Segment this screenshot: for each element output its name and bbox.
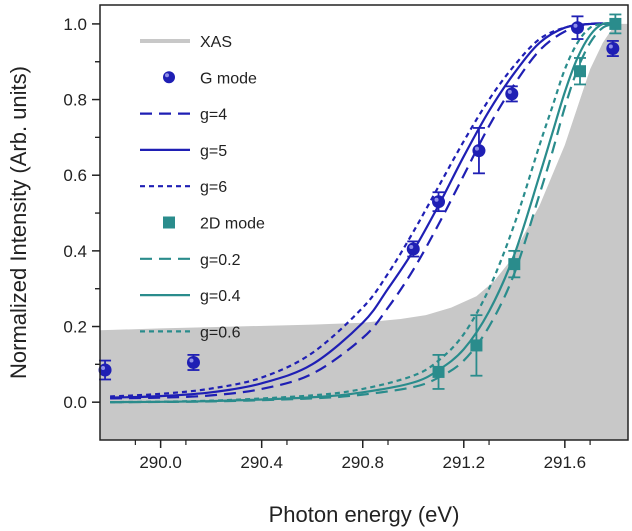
x-tick-label: 291.6 <box>544 453 587 472</box>
legend-item: g=4 <box>140 107 227 124</box>
marker-square <box>508 258 521 271</box>
legend-label: XAS <box>200 34 232 51</box>
marker-circle <box>505 87 519 101</box>
data-point-2d-mode <box>508 249 521 279</box>
series-line-g-0-4 <box>110 21 616 404</box>
marker-highlight <box>101 366 106 371</box>
legend-label: g=0.2 <box>200 252 241 269</box>
marker-circle <box>432 195 446 209</box>
data-point-2d-mode <box>432 353 445 390</box>
series-line-g-0-2 <box>110 22 616 404</box>
marker-circle <box>472 144 486 158</box>
series-line-g-5 <box>110 22 616 399</box>
legend-label: g=5 <box>200 143 227 160</box>
marker-square <box>609 17 622 30</box>
data-point-g-mode <box>98 359 112 381</box>
y-tick-label: 0.8 <box>63 91 87 110</box>
legend-label: G mode <box>200 70 257 87</box>
y-tick-label: 0.6 <box>63 166 87 185</box>
y-axis: 0.0 0.2 0.4 0.6 0.8 1.0 <box>63 15 100 412</box>
series-line-g-6 <box>110 22 616 398</box>
legend-label: g=0.4 <box>200 288 241 305</box>
marker-highlight <box>573 23 578 28</box>
marker-circle <box>186 355 200 369</box>
legend-item: g=0.6 <box>140 324 241 341</box>
x-tick-label: 290.0 <box>139 453 182 472</box>
series-xas-area <box>100 23 628 440</box>
data-point-2d-mode <box>609 13 622 35</box>
legend-item: G mode <box>163 70 257 87</box>
marker-circle <box>606 42 620 55</box>
legend-item: g=0.4 <box>140 288 241 305</box>
plot-clip-group <box>100 21 628 440</box>
legend-item: 2D mode <box>163 216 265 233</box>
plot-area <box>98 13 628 440</box>
y-axis-title: Normalized Intensity (Arb. units) <box>6 66 31 379</box>
marker-highlight <box>507 89 512 94</box>
y-tick-label: 0.0 <box>63 393 87 412</box>
data-point-g-mode <box>186 353 200 371</box>
marker-square <box>574 65 586 78</box>
x-axis: 290.0 290.4 290.8 291.2 291.6 <box>134 440 591 472</box>
data-point-g-mode <box>432 191 446 213</box>
legend-label: g=4 <box>200 107 227 124</box>
legend-label: g=0.6 <box>200 324 241 341</box>
legend-label: 2D mode <box>200 216 265 233</box>
data-point-g-mode <box>406 240 420 258</box>
legend-item: g=0.2 <box>140 252 241 269</box>
marker-highlight <box>474 146 479 151</box>
marker-highlight <box>434 197 439 202</box>
legend-label: g=6 <box>200 179 227 196</box>
legend-item: g=6 <box>140 179 227 196</box>
legend: XAS G mode g=4 g=5 g=6 2D mode g=0.2 g=0.4 g=0.6 <box>140 34 265 341</box>
marker-highlight <box>608 44 613 49</box>
marker-square <box>432 365 445 378</box>
series-line-g-0-6 <box>110 22 616 404</box>
x-tick-label: 290.4 <box>240 453 283 472</box>
x-tick-label: 290.8 <box>341 453 384 472</box>
data-point-g-mode <box>606 40 620 57</box>
marker-circle <box>406 242 420 256</box>
marker-square <box>470 339 483 352</box>
data-point-g-mode <box>505 85 519 103</box>
marker-highlight <box>409 244 414 249</box>
x-axis-title: Photon energy (eV) <box>269 502 460 527</box>
marker-circle <box>570 21 584 35</box>
data-point-2d-mode <box>574 57 586 86</box>
legend-swatch <box>163 216 175 229</box>
legend-item: g=5 <box>140 143 227 160</box>
x-tick-label: 291.2 <box>443 453 486 472</box>
legend-item: XAS <box>140 34 232 51</box>
y-tick-label: 0.4 <box>63 242 87 261</box>
y-tick-label: 0.2 <box>63 318 87 337</box>
data-point-2d-mode <box>470 314 483 377</box>
plot-frame <box>99 4 629 441</box>
y-tick-label: 1.0 <box>63 15 87 34</box>
legend-swatch-highlight <box>165 73 169 78</box>
data-point-g-mode <box>472 127 486 175</box>
legend-swatch <box>163 71 175 84</box>
marker-highlight <box>189 358 194 363</box>
data-point-g-mode <box>570 15 584 40</box>
